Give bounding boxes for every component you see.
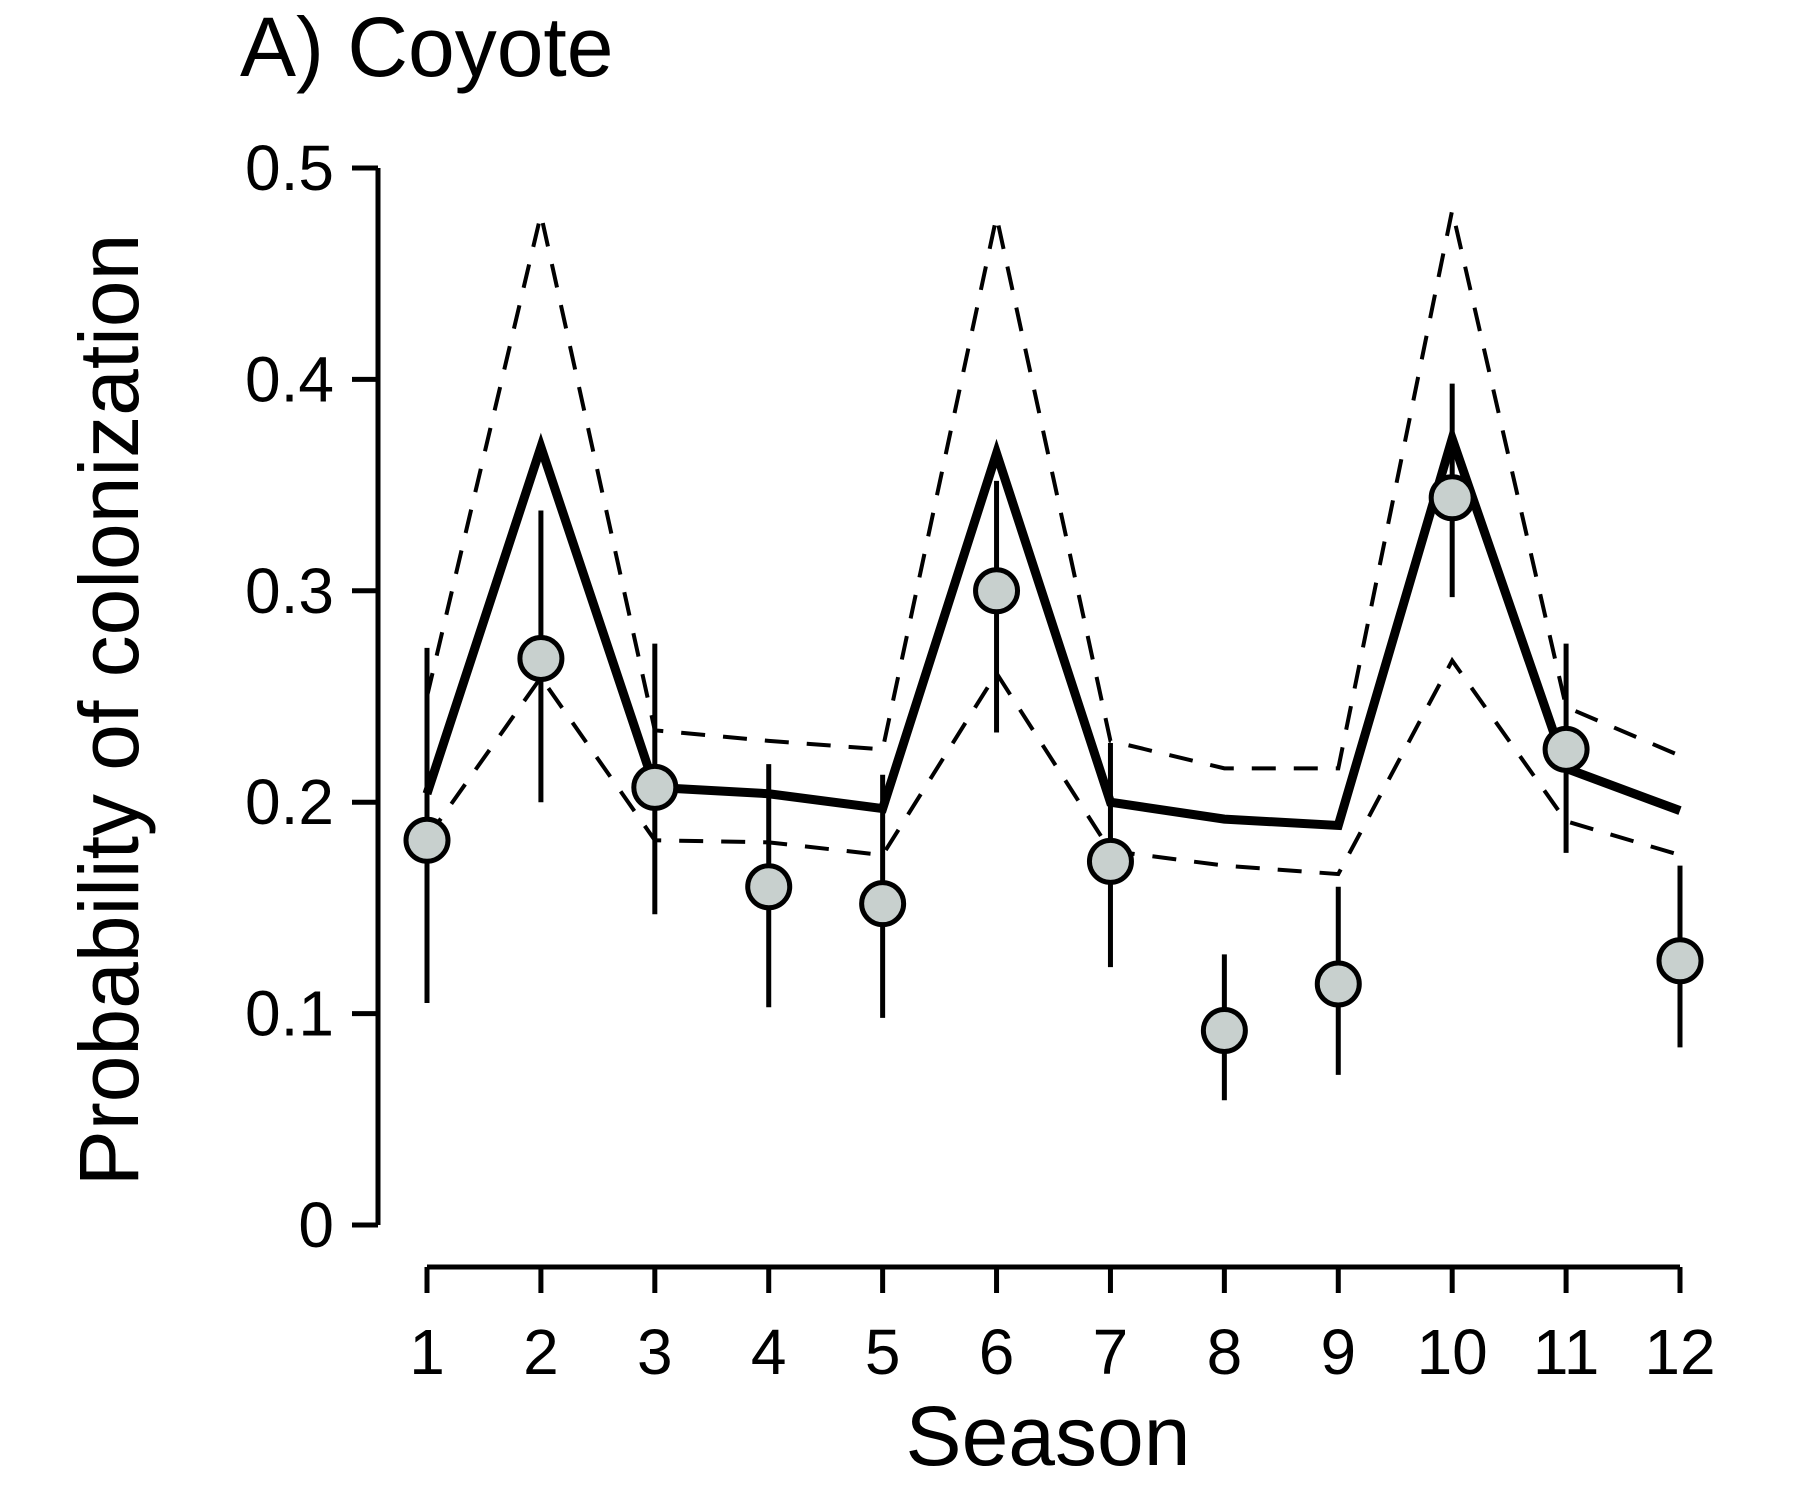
x-tick-label: 11 (1533, 1316, 1599, 1388)
x-tick-label: 3 (637, 1316, 673, 1388)
x-axis: 1 2 3 4 5 6 7 8 9 10 11 12 (409, 1264, 1716, 1388)
data-point (1086, 837, 1134, 885)
x-tick-label: 8 (1207, 1316, 1243, 1388)
y-axis-title: Probability of colonization (62, 234, 156, 1187)
data-point (1200, 1007, 1248, 1055)
y-tick-label: 0.3 (245, 555, 334, 627)
y-tick-label: 0.1 (245, 978, 334, 1050)
y-tick-label: 0.2 (245, 766, 334, 838)
x-tick-label: 9 (1320, 1316, 1356, 1388)
x-tick-label: 6 (979, 1316, 1015, 1388)
x-tick-label: 7 (1093, 1316, 1129, 1388)
data-point (1656, 937, 1704, 985)
y-tick-label: 0.4 (245, 343, 334, 415)
data-point (1314, 960, 1362, 1008)
estimate-solid-line (422, 423, 1682, 831)
x-tick-label: 5 (865, 1316, 901, 1388)
data-point (403, 816, 451, 864)
data-point (631, 763, 679, 811)
x-tick-label: 2 (523, 1316, 559, 1388)
x-tick-label: 4 (751, 1316, 787, 1388)
x-tick-label: 1 (409, 1316, 445, 1388)
data-point (859, 880, 907, 928)
y-axis: 0 0.1 0.2 0.3 0.4 0.5 (245, 132, 381, 1261)
data-point (1428, 474, 1476, 522)
x-tick-label: 10 (1417, 1316, 1488, 1388)
ci-dashed-line (425, 656, 1681, 877)
data-point (1542, 725, 1590, 773)
y-tick-label: 0.5 (245, 132, 334, 204)
x-axis-title: Season (906, 1389, 1191, 1483)
data-point (517, 634, 565, 682)
data-point (745, 863, 793, 911)
data-point (973, 567, 1021, 615)
x-tick-label: 12 (1644, 1316, 1715, 1388)
y-tick-label: 0 (298, 1189, 334, 1261)
chart-title: A) Coyote (240, 0, 614, 94)
plot-area (403, 209, 1704, 1101)
ci-dashed-line (425, 209, 1681, 771)
